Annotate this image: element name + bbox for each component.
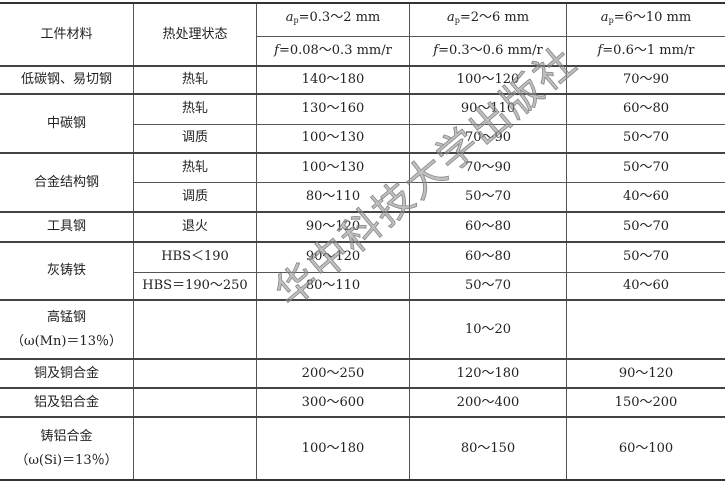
treatment-cell: HBS＜190: [133, 241, 257, 273]
table-row: 中碳钢 热轧 130～160 90～110 60～80: [0, 93, 725, 154]
speed-cell: 120～180: [409, 358, 567, 389]
table-row: 铜及铜合金 200～250 120～180 90～120: [0, 358, 725, 389]
table-row: 铝及铝合金 300～600 200～400 150～200: [0, 387, 725, 418]
speed-cell: 100～120: [409, 65, 567, 95]
speed-cell: 70～90: [409, 152, 567, 183]
treatment-cell: 热轧: [133, 93, 257, 125]
treatment-cell: 调质: [133, 123, 257, 154]
speed-cell: 10～20: [409, 299, 567, 360]
treatment-cell: [133, 358, 257, 389]
treatment-cell: HBS＝190～250: [133, 271, 257, 301]
speed-cell: 90～120: [256, 241, 410, 273]
speed-cell: 150～200: [566, 387, 725, 418]
speed-cell: 100～180: [256, 416, 410, 481]
speed-cell: 50～70: [566, 211, 725, 243]
table-row: 铸铝合金 （ω(Si)＝13％） 100～180 80～150 60～100: [0, 416, 725, 481]
speed-cell: 140～180: [256, 65, 410, 95]
speed-cell: 80～150: [409, 416, 567, 481]
material-composition: （ω(Mn)＝13％）: [11, 333, 122, 349]
header-treatment: 热处理状态: [133, 2, 257, 67]
speed-cell: 70～90: [409, 123, 567, 154]
treatment-cell: [133, 387, 257, 418]
table-row: 灰铸铁 HBS＜190 90～120 60～80 50～70: [0, 241, 725, 301]
header-feed-2: f=0.3～0.6 mm/r: [409, 35, 567, 67]
speed-cell: 60～80: [409, 241, 567, 273]
treatment-cell: [133, 299, 257, 360]
material-cell: 灰铸铁: [0, 241, 134, 301]
speed-cell: 200～250: [256, 358, 410, 389]
treatment-cell: [133, 416, 257, 481]
header-feed-1: f=0.08～0.3 mm/r: [256, 35, 410, 67]
table-row: 工具钢 退火 90～120 60～80 50～70: [0, 211, 725, 243]
speed-cell: 80～110: [256, 271, 410, 301]
material-cell: 铜及铜合金: [0, 358, 134, 389]
speed-cell: 80～110: [256, 181, 410, 213]
material-cell: 中碳钢: [0, 93, 134, 154]
treatment-cell: 热轧: [133, 65, 257, 95]
table-row: 高锰钢 （ω(Mn)＝13％） 10～20: [0, 299, 725, 360]
material-cell: 铝及铝合金: [0, 387, 134, 418]
speed-cell: 130～160: [256, 93, 410, 125]
table-row: HBS＝190～250 80～110 50～70 40～60: [0, 271, 725, 301]
speed-cell: 40～60: [566, 271, 725, 301]
material-cell: 合金结构钢: [0, 152, 134, 213]
speed-cell: 50～70: [409, 271, 567, 301]
treatment-cell: 热轧: [133, 152, 257, 183]
speed-cell: 60～100: [566, 416, 725, 481]
material-cell: 铸铝合金 （ω(Si)＝13％）: [0, 416, 134, 481]
speed-cell: 50～70: [409, 181, 567, 213]
treatment-cell: 退火: [133, 211, 257, 243]
material-cell: 工具钢: [0, 211, 134, 243]
speed-cell: 40～60: [566, 181, 725, 213]
header-depth-2: ap=2～6 mm: [409, 2, 567, 37]
header-depth-1: ap=0.3～2 mm: [256, 2, 410, 37]
header-feed-3: f=0.6～1 mm/r: [566, 35, 725, 67]
material-name: 铸铝合金: [40, 428, 93, 444]
header-depth-3: ap=6～10 mm: [566, 2, 725, 37]
speed-cell: 90～120: [566, 358, 725, 389]
speed-cell: 200～400: [409, 387, 567, 418]
header-material: 工件材料: [0, 2, 134, 67]
table-row: 调质 80～110 50～70 40～60: [0, 181, 725, 213]
material-name: 高锰钢: [46, 309, 86, 325]
speed-cell: [566, 299, 725, 360]
speed-cell: 90～110: [409, 93, 567, 125]
treatment-cell: 调质: [133, 181, 257, 213]
table-row: 合金结构钢 热轧 100～130 70～90 50～70: [0, 152, 725, 213]
material-cell: 高锰钢 （ω(Mn)＝13％）: [0, 299, 134, 360]
speed-cell: 70～90: [566, 65, 725, 95]
material-composition: （ω(Si)＝13％）: [15, 452, 118, 468]
speed-cell: [256, 299, 410, 360]
material-cell: 低碳钢、易切钢: [0, 65, 134, 95]
speed-cell: 300～600: [256, 387, 410, 418]
speed-cell: 50～70: [566, 123, 725, 154]
speed-cell: 100～130: [256, 152, 410, 183]
speed-cell: 60～80: [409, 211, 567, 243]
speed-cell: 50～70: [566, 241, 725, 273]
speed-cell: 100～130: [256, 123, 410, 154]
speed-cell: 90～120: [256, 211, 410, 243]
speed-cell: 50～70: [566, 152, 725, 183]
speed-cell: 60～80: [566, 93, 725, 125]
table-row: 低碳钢、易切钢 热轧 140～180 100～120 70～90: [0, 65, 725, 95]
